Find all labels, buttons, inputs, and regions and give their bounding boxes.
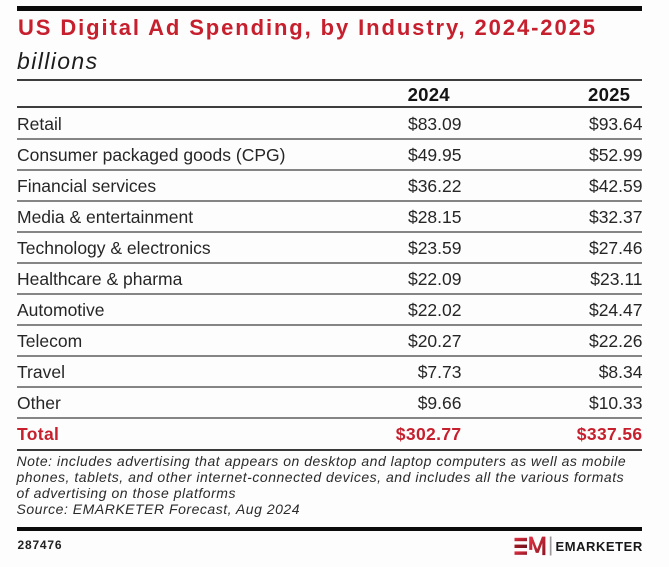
- svg-text:EMARKETER: EMARKETER: [556, 539, 643, 554]
